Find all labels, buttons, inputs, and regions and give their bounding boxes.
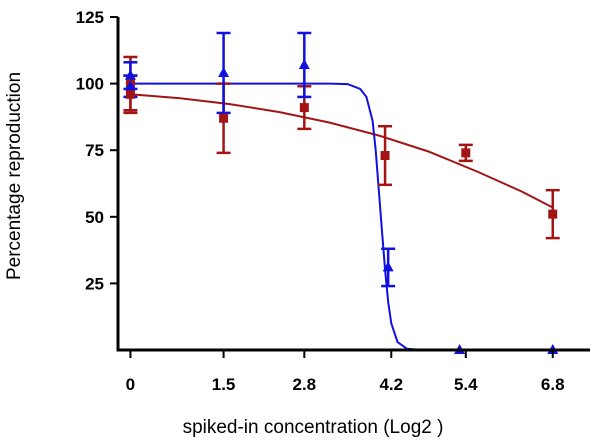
data-point-square	[461, 148, 471, 158]
y-tick-label: 100	[76, 75, 104, 94]
fit-curve-2	[130, 82, 553, 351]
data-markers	[124, 58, 559, 354]
error-bars	[123, 31, 560, 288]
data-point-square	[299, 103, 309, 113]
data-point-triangle	[124, 69, 136, 80]
x-tick-label: 4.2	[379, 375, 403, 394]
data-point-square	[548, 209, 558, 219]
y-tick-label: 25	[85, 274, 104, 293]
x-tick-label: 6.8	[541, 375, 565, 394]
data-point-square	[125, 89, 135, 99]
data-point-square	[219, 113, 229, 123]
fit-curve-1	[130, 93, 554, 209]
x-tick-label: 2.8	[292, 375, 316, 394]
data-point-triangle	[124, 80, 136, 91]
data-point-triangle	[298, 58, 310, 69]
y-tick-label: 50	[85, 208, 104, 227]
data-point-triangle	[382, 261, 394, 272]
axes: 25 50 75 100 125 0 1.5 2.8 4.2 5.4 6.8	[76, 8, 590, 394]
x-axis-label: spiked-in concentration (Log2 )	[183, 417, 444, 438]
y-axis-label: Percentage reproduction	[4, 72, 25, 280]
fit-curves	[130, 82, 554, 351]
y-tick-label: 125	[76, 8, 104, 27]
data-point-square	[380, 151, 390, 161]
x-tick-label: 0	[126, 375, 135, 394]
data-point-triangle	[218, 66, 230, 77]
y-tick-label: 75	[85, 141, 104, 160]
x-tick-label: 5.4	[454, 375, 478, 394]
x-tick-label: 1.5	[212, 375, 236, 394]
